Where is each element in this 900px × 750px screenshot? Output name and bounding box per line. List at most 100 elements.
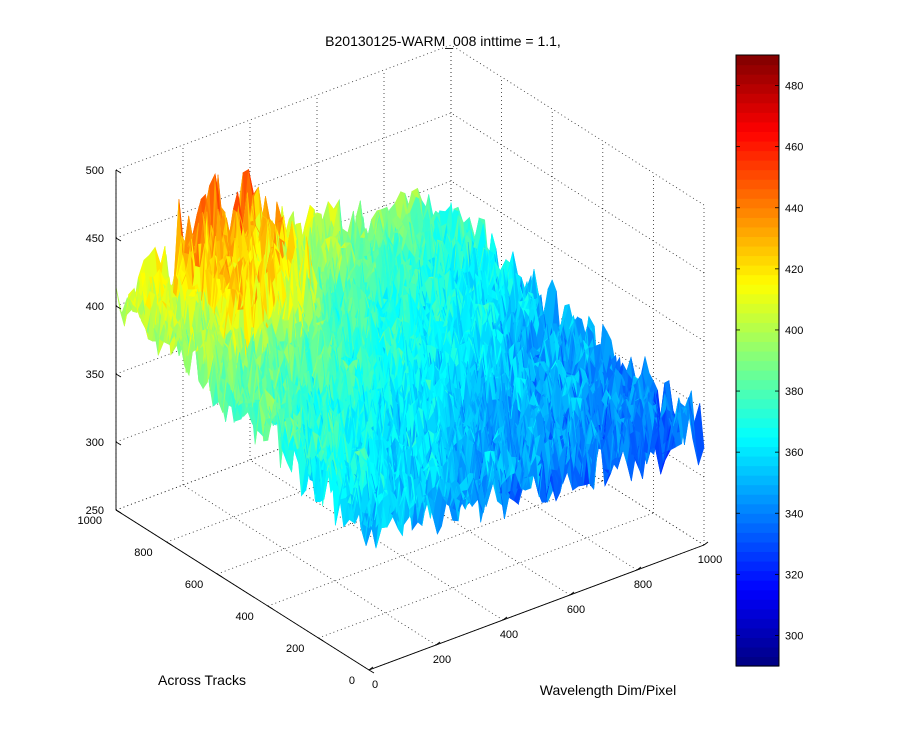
z-tick-mark xyxy=(115,373,122,378)
colorbar-band xyxy=(736,217,779,228)
y-tick-mark xyxy=(166,541,172,546)
colorbar-band xyxy=(736,398,779,409)
y-tick-label: 400 xyxy=(235,611,253,623)
y-tick-mark xyxy=(318,637,324,642)
colorbar-tick-label: 360 xyxy=(785,447,803,459)
side-wall-gridline xyxy=(450,44,705,206)
back-wall-gridline xyxy=(115,44,452,171)
x-tick-mark xyxy=(703,541,709,546)
colorbar-tick-label: 480 xyxy=(785,81,803,93)
y-tick-mark xyxy=(368,669,375,674)
colorbar-band xyxy=(736,656,779,667)
z-tick-mark xyxy=(115,509,122,514)
z-tick-mark xyxy=(115,237,122,242)
colorbar-band xyxy=(736,350,779,362)
colorbar-frame xyxy=(735,54,780,667)
colorbar-band xyxy=(736,284,779,295)
colorbar-band xyxy=(736,150,779,161)
colorbar-band xyxy=(736,541,779,553)
surface-plot xyxy=(115,168,705,549)
colorbar-tick-label: 440 xyxy=(785,203,803,215)
colorbar-band xyxy=(736,580,779,591)
colorbar-band xyxy=(736,102,779,113)
colorbar-band xyxy=(736,599,779,610)
colorbar-band xyxy=(736,312,779,323)
colorbar: 300 320 340 360 380 400 420 440 460 480 xyxy=(735,54,803,667)
z-tick-label: 450 xyxy=(86,233,104,245)
colorbar-band xyxy=(736,589,779,600)
colorbar-band xyxy=(736,74,779,85)
colorbar-tick-label: 320 xyxy=(785,569,803,581)
y-tick-mark xyxy=(216,573,223,578)
y-axis-label: Across Tracks xyxy=(158,672,246,688)
side-wall-gridline xyxy=(450,112,705,274)
z-tick-label: 400 xyxy=(86,301,104,313)
x-axis-line xyxy=(368,544,705,671)
colorbar-band xyxy=(736,618,779,629)
colorbar-band xyxy=(736,131,779,142)
z-tick-label: 350 xyxy=(86,369,104,381)
x-tick-mark xyxy=(636,566,642,571)
colorbar-tick-label: 420 xyxy=(785,264,803,276)
colorbar-band xyxy=(736,484,779,495)
colorbar-band xyxy=(736,322,779,333)
x-tick-label: 0 xyxy=(372,679,378,691)
colorbar-tick-label: 460 xyxy=(785,142,803,154)
colorbar-band xyxy=(736,93,779,104)
x-tick-label: 1000 xyxy=(698,554,722,566)
colorbar-band xyxy=(736,245,779,257)
colorbar-band xyxy=(736,160,779,171)
y-tick-label: 0 xyxy=(349,675,355,687)
colorbar-band xyxy=(736,188,779,199)
colorbar-band xyxy=(736,465,779,476)
colorbar-band xyxy=(736,627,779,638)
colorbar-band xyxy=(736,389,779,400)
colorbar-band xyxy=(736,513,779,524)
y-axis-line xyxy=(115,509,370,671)
colorbar-band xyxy=(736,274,779,285)
chart-title: B20130125-WARM_008 inttime = 1.1, xyxy=(325,33,561,49)
colorbar-band xyxy=(736,169,779,180)
colorbar-band xyxy=(736,417,779,428)
colorbar-band xyxy=(736,226,779,237)
z-tick-mark xyxy=(115,441,122,446)
x-tick-mark xyxy=(368,666,374,671)
colorbar-band xyxy=(736,83,779,94)
z-tick-label: 300 xyxy=(86,437,104,449)
colorbar-band xyxy=(736,341,779,352)
colorbar-tick-label: 400 xyxy=(785,325,803,337)
x-tick-mark xyxy=(502,616,508,621)
colorbar-band xyxy=(736,198,779,209)
colorbar-band xyxy=(736,646,779,658)
colorbar-band xyxy=(736,121,779,132)
y-tick-mark xyxy=(267,605,274,610)
colorbar-band xyxy=(736,55,779,66)
colorbar-tick-label: 300 xyxy=(785,630,803,642)
colorbar-tick-label: 340 xyxy=(785,508,803,520)
colorbar-band xyxy=(736,551,779,562)
colorbar-band xyxy=(736,303,779,314)
colorbar-band xyxy=(736,255,779,266)
colorbar-band xyxy=(736,532,779,543)
colorbar-band xyxy=(736,370,779,381)
colorbar-band xyxy=(736,207,779,218)
y-tick-label: 600 xyxy=(185,579,203,591)
colorbar-band xyxy=(736,637,779,648)
x-tick-label: 800 xyxy=(634,579,652,591)
x-tick-mark xyxy=(435,641,441,646)
colorbar-band xyxy=(736,446,779,457)
colorbar-band xyxy=(736,179,779,190)
colorbar-band xyxy=(736,570,779,581)
colorbar-band xyxy=(736,455,779,467)
colorbar-ticks: 300 320 340 360 380 400 420 440 460 480 xyxy=(736,81,803,642)
colorbar-band xyxy=(736,503,779,514)
z-tick-mark xyxy=(115,169,122,174)
y-tick-label: 800 xyxy=(134,547,152,559)
colorbar-band xyxy=(736,475,779,486)
x-axis-label: Wavelength Dim/Pixel xyxy=(540,682,676,698)
colorbar-band xyxy=(736,360,779,371)
colorbar-band xyxy=(736,331,779,343)
colorbar-band xyxy=(736,494,779,505)
colorbar-band xyxy=(736,236,779,247)
